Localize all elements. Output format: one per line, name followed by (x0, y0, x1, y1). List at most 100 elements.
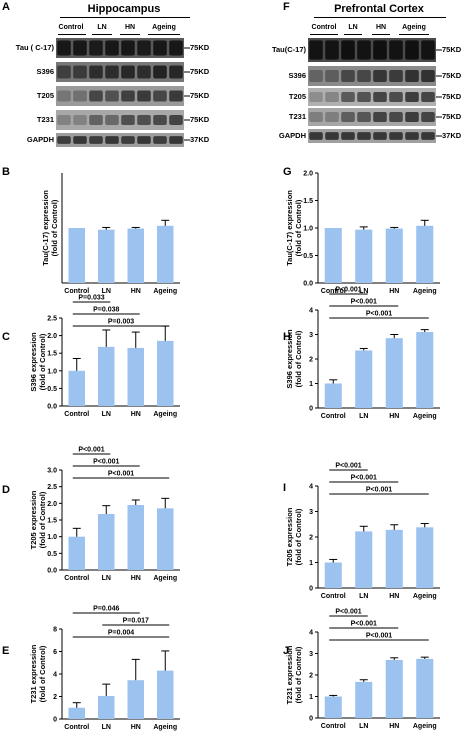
blot-strip (56, 38, 190, 58)
blot-row-label: T231 (288, 112, 306, 121)
bar (324, 383, 342, 408)
lane-label-hn: HN (124, 24, 136, 31)
region-title-prefrontal: Prefrontal Cortex (334, 3, 424, 15)
y-tick-label: 0 (309, 716, 313, 723)
y-tick-label: 4 (309, 308, 313, 315)
y-tick-label: 4 (53, 672, 57, 679)
y-tick-label: 0 (309, 406, 313, 413)
y-tick-label: 2.5 (47, 484, 57, 491)
x-tick-label: HN (131, 724, 141, 731)
blot-row-label: GAPDH (26, 135, 54, 144)
blot-row-label: GAPDH (278, 131, 306, 140)
significance-label: P=0.033 (78, 295, 104, 302)
bar (156, 225, 174, 283)
panel-letter-c: C (2, 331, 10, 343)
region-title-underline (314, 17, 446, 18)
y-axis-label: T231 expression (285, 645, 294, 704)
bar (156, 508, 174, 570)
panel-letter-e: E (2, 645, 9, 657)
blot-row-label: S396 (288, 71, 306, 80)
x-tick-label: HN (389, 723, 399, 730)
blot-row-label: Tau(C-17) (271, 45, 306, 54)
significance-label: P<0.001 (335, 287, 361, 294)
bar (68, 536, 86, 570)
significance-label: P=0.003 (108, 319, 134, 326)
lane-label-ln: LN (348, 24, 358, 31)
lane-label-ageing: Ageing (152, 24, 176, 31)
y-tick-label: 3 (309, 509, 313, 516)
x-tick-label: Control (321, 288, 346, 295)
bar (68, 228, 86, 283)
x-tick-label: Control (64, 724, 89, 731)
bar (324, 562, 342, 588)
y-tick-label: 3 (309, 651, 313, 658)
y-tick-label: 1.5 (47, 518, 57, 525)
y-tick-label: 1.0 (303, 226, 313, 233)
significance-label: P<0.001 (366, 311, 392, 318)
lane-line (58, 34, 86, 35)
y-tick-label: 3 (309, 332, 313, 339)
bar (97, 229, 115, 283)
blot-strip (56, 110, 190, 130)
blot-strip (56, 86, 190, 106)
blot-row-label: T205 (36, 91, 54, 100)
y-tick-label: 1.0 (47, 368, 57, 375)
x-tick-label: Control (64, 288, 89, 295)
bar (355, 681, 373, 718)
y-axis-label: T205 expression (29, 490, 38, 549)
blot-kd-label: 75KD (190, 67, 210, 76)
lane-label-ln: LN (97, 24, 107, 31)
x-tick-label: HN (389, 593, 399, 600)
significance-label: P=0.046 (93, 606, 119, 613)
x-tick-label: LN (102, 288, 111, 295)
lane-line (372, 34, 390, 35)
blot-kd-label: 75KD (190, 43, 210, 52)
x-tick-label: LN (102, 411, 111, 418)
bar (127, 228, 145, 283)
lane-line (120, 34, 140, 35)
bar (355, 229, 373, 283)
y-axis-label: T205 expression (285, 507, 294, 566)
significance-label: P<0.001 (351, 621, 377, 628)
significance-label: P<0.001 (108, 471, 134, 478)
y-tick-label: 2 (309, 357, 313, 364)
bar (416, 225, 434, 283)
y-axis-label: S396 expression (29, 332, 38, 392)
lane-line (310, 34, 338, 35)
bar (355, 531, 373, 588)
blot-row-label: T205 (288, 92, 306, 101)
panel-letter-a: A (2, 1, 10, 13)
blot-kd-label: 75KD (442, 92, 462, 101)
y-axis-label: (fold of Control) (294, 199, 303, 256)
x-tick-label: LN (102, 575, 111, 582)
x-tick-label: Ageing (153, 288, 177, 295)
x-tick-label: Control (64, 575, 89, 582)
blot-strip (308, 108, 442, 126)
y-tick-label: 0.5 (303, 253, 313, 260)
lane-line (92, 34, 112, 35)
significance-label: P<0.001 (366, 487, 392, 494)
x-tick-label: Control (64, 411, 89, 418)
lane-line (148, 34, 180, 35)
x-tick-label: Control (321, 413, 346, 420)
significance-label: P<0.001 (335, 609, 361, 616)
significance-label: P<0.001 (78, 447, 104, 454)
blot-strip (308, 88, 442, 106)
bar (385, 228, 403, 283)
x-tick-label: Ageing (153, 575, 177, 582)
y-tick-label: 1 (309, 381, 313, 388)
y-axis-label: T231 expression (29, 644, 38, 703)
y-axis-label: (fold of Control) (294, 330, 303, 387)
y-tick-label: 6 (53, 649, 57, 656)
x-tick-label: LN (359, 593, 368, 600)
significance-label: P<0.001 (351, 475, 377, 482)
bar (324, 696, 342, 718)
bar (355, 350, 373, 408)
blot-strip (56, 62, 190, 82)
blot-kd-label: 75KD (442, 112, 462, 121)
x-tick-label: Ageing (153, 411, 177, 418)
y-tick-label: 4 (309, 630, 313, 637)
x-tick-label: HN (131, 288, 141, 295)
blot-kd-label: 75KD (442, 71, 462, 80)
y-tick-label: 1.5 (303, 198, 313, 205)
